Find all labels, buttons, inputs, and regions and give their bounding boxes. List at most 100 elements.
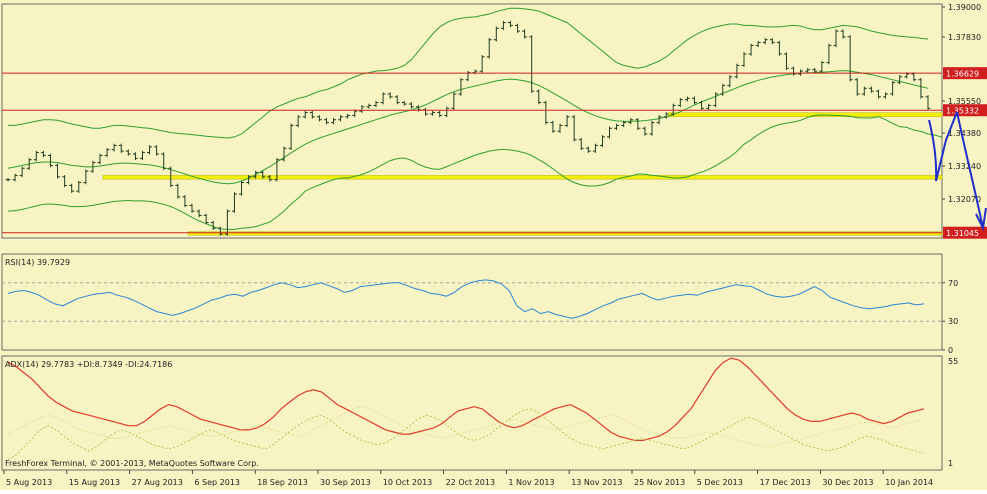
- price-bar: [387, 92, 393, 99]
- price-bar: [486, 38, 492, 59]
- price-bar: [557, 123, 563, 133]
- x-tick-label: 27 Aug 2013: [132, 478, 183, 487]
- price-bar: [408, 102, 414, 109]
- di-minus-line: [7, 406, 925, 448]
- price-bar: [713, 92, 719, 108]
- forecast-arrow-up: [935, 111, 958, 182]
- price-bar: [366, 103, 372, 109]
- price-bar: [132, 152, 138, 160]
- price-bar: [104, 148, 110, 158]
- price-bar: [253, 170, 259, 179]
- price-bar: [691, 96, 697, 105]
- price-bar: [507, 20, 513, 28]
- x-tick-label: 18 Sep 2013: [257, 478, 308, 487]
- price-bar: [861, 86, 867, 96]
- arrowhead: [975, 207, 987, 232]
- price-bar: [316, 115, 322, 122]
- price-bar: [805, 68, 811, 73]
- price-bar: [295, 115, 301, 128]
- forecast-arrow-down: [928, 119, 938, 182]
- x-tick-label: 6 Sep 2013: [194, 478, 240, 487]
- price-bar: [628, 118, 634, 125]
- y-tick-label: 1.33240: [948, 162, 981, 171]
- price-bar: [111, 143, 117, 152]
- price-bar: [642, 126, 648, 136]
- price-bar: [125, 149, 131, 156]
- di-plus-line: [7, 408, 925, 460]
- price-bar: [90, 160, 96, 173]
- price-bar: [458, 78, 464, 96]
- price-bar: [592, 143, 598, 153]
- price-bar: [83, 169, 89, 185]
- price-bar: [69, 183, 75, 193]
- price-bar: [161, 152, 167, 170]
- price-bar: [819, 60, 825, 73]
- price-bar: [12, 173, 18, 182]
- y-tick-label: 70: [948, 279, 958, 288]
- price-bar: [479, 55, 485, 73]
- price-bar: [309, 110, 315, 119]
- y-tick-label: 1.34380: [948, 129, 981, 138]
- price-bar: [734, 63, 740, 79]
- price-bar: [359, 105, 365, 113]
- price-bar: [812, 68, 818, 73]
- y-tick-label: 1: [948, 459, 953, 468]
- bollinger-upper-line: [8, 7, 929, 139]
- price-bar: [288, 123, 294, 150]
- price-bar: [168, 166, 174, 188]
- price-bar: [798, 69, 804, 76]
- price-bar: [571, 115, 577, 142]
- price-bar: [621, 120, 627, 128]
- price-bar: [578, 138, 584, 150]
- adx-title: ADX(14) 29.7783 +DI:8.7349 -DI:24.7186: [5, 360, 172, 369]
- price-bar: [762, 38, 768, 45]
- price-bar: [302, 110, 308, 119]
- y-tick-label: 30: [948, 317, 958, 326]
- price-bar: [918, 78, 924, 99]
- price-bar: [854, 78, 860, 96]
- price-bar: [203, 213, 209, 225]
- price-bar: [783, 52, 789, 70]
- price-bar: [217, 226, 223, 236]
- price-bar: [543, 100, 549, 125]
- price-tag-label: 1.36629: [946, 70, 979, 79]
- price-tag-label: 1.31045: [946, 229, 979, 238]
- price-bar: [607, 126, 613, 139]
- price-bar: [345, 113, 351, 119]
- rsi-panel-frame: [1, 253, 943, 351]
- price-bar: [875, 89, 881, 99]
- adx-panel-frame: [1, 355, 943, 471]
- price-bar: [97, 153, 103, 165]
- price-bar: [741, 52, 747, 68]
- y-tick-label: 1.39000: [948, 3, 981, 12]
- price-bar: [281, 146, 287, 162]
- x-tick-label: 5 Aug 2013: [6, 478, 52, 487]
- price-bar: [118, 143, 124, 153]
- price-bar: [522, 29, 528, 39]
- price-bar: [883, 92, 889, 99]
- price-bar: [614, 123, 620, 130]
- price-bar: [515, 23, 521, 33]
- price-bar: [437, 110, 443, 118]
- price-bar: [33, 150, 39, 162]
- price-bar: [62, 175, 68, 188]
- price-bar: [769, 38, 775, 45]
- main-panel-frame: [1, 3, 943, 239]
- price-tag-box: [943, 104, 987, 117]
- price-bar: [210, 220, 216, 230]
- price-bar: [401, 100, 407, 106]
- highlight-zone-middle: [102, 175, 943, 180]
- x-tick-label: 22 Oct 2013: [446, 478, 495, 487]
- price-bar: [840, 29, 846, 39]
- x-tick-label: 30 Dec 2013: [822, 478, 873, 487]
- highlight-zone-upper: [667, 112, 943, 117]
- price-bar: [373, 100, 379, 108]
- price-bar: [684, 96, 690, 102]
- price-tag-box: [943, 67, 987, 80]
- price-bar: [55, 163, 61, 179]
- price-bar: [868, 86, 874, 93]
- y-tick-label: 1.32070: [948, 195, 981, 204]
- rsi-line: [7, 279, 925, 319]
